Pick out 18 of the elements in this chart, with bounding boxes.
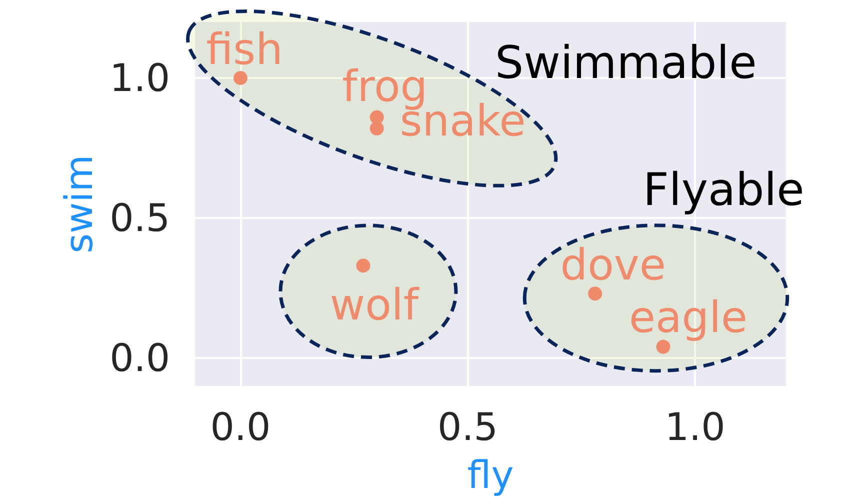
- y-tick-label: 0.5: [110, 196, 170, 240]
- y-tick-label: 0.0: [110, 336, 170, 380]
- x-axis-title: fly: [467, 453, 514, 497]
- y-axis-title: swim: [57, 154, 101, 254]
- annotation: wolf: [330, 280, 420, 331]
- annotation: eagle: [628, 292, 748, 343]
- point: [356, 258, 370, 273]
- annotation: fish: [206, 24, 283, 75]
- x-tick-label: 0.0: [210, 405, 271, 449]
- y-tick-label: 1.0: [110, 56, 170, 100]
- x-tick-label: 1.0: [664, 405, 726, 449]
- annotation: Flyable: [643, 162, 804, 216]
- point: [588, 286, 602, 301]
- annotation: Swimmable: [495, 36, 757, 89]
- point: [370, 121, 384, 136]
- point: [233, 71, 248, 85]
- x-tick-label: 0.5: [438, 405, 498, 449]
- annotation: dove: [560, 240, 666, 291]
